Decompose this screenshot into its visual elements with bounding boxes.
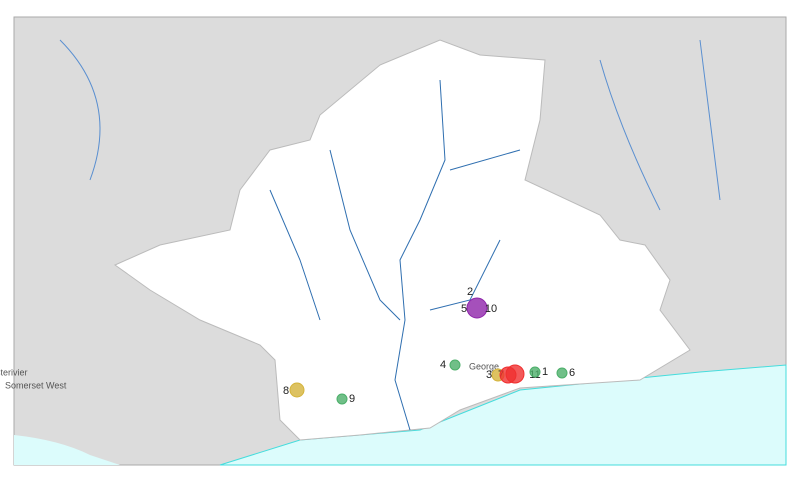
site-marker (289, 382, 305, 398)
site-label: 6 (569, 367, 575, 379)
river (59, 39, 721, 211)
site-label: 3 (486, 369, 492, 381)
site-marker (529, 366, 541, 378)
river (269, 79, 521, 431)
place-label: Somerset West (5, 380, 67, 390)
site-marker (499, 366, 517, 384)
place-label: George (469, 361, 499, 371)
site-marker (449, 359, 461, 371)
site-label: 10 (485, 303, 497, 315)
place-label: sterivier (0, 367, 28, 377)
sea (14, 435, 120, 465)
catchment (113, 39, 691, 441)
site-label: 2 (467, 286, 473, 298)
site-label: 8 (283, 385, 289, 397)
site-marker (556, 367, 568, 379)
site-label: 1 (542, 366, 548, 378)
site-label: 9 (349, 393, 355, 405)
site-label: 4 (440, 359, 446, 371)
site-label: 5 (461, 303, 467, 315)
site-marker (336, 393, 348, 405)
site-marker (466, 297, 488, 319)
